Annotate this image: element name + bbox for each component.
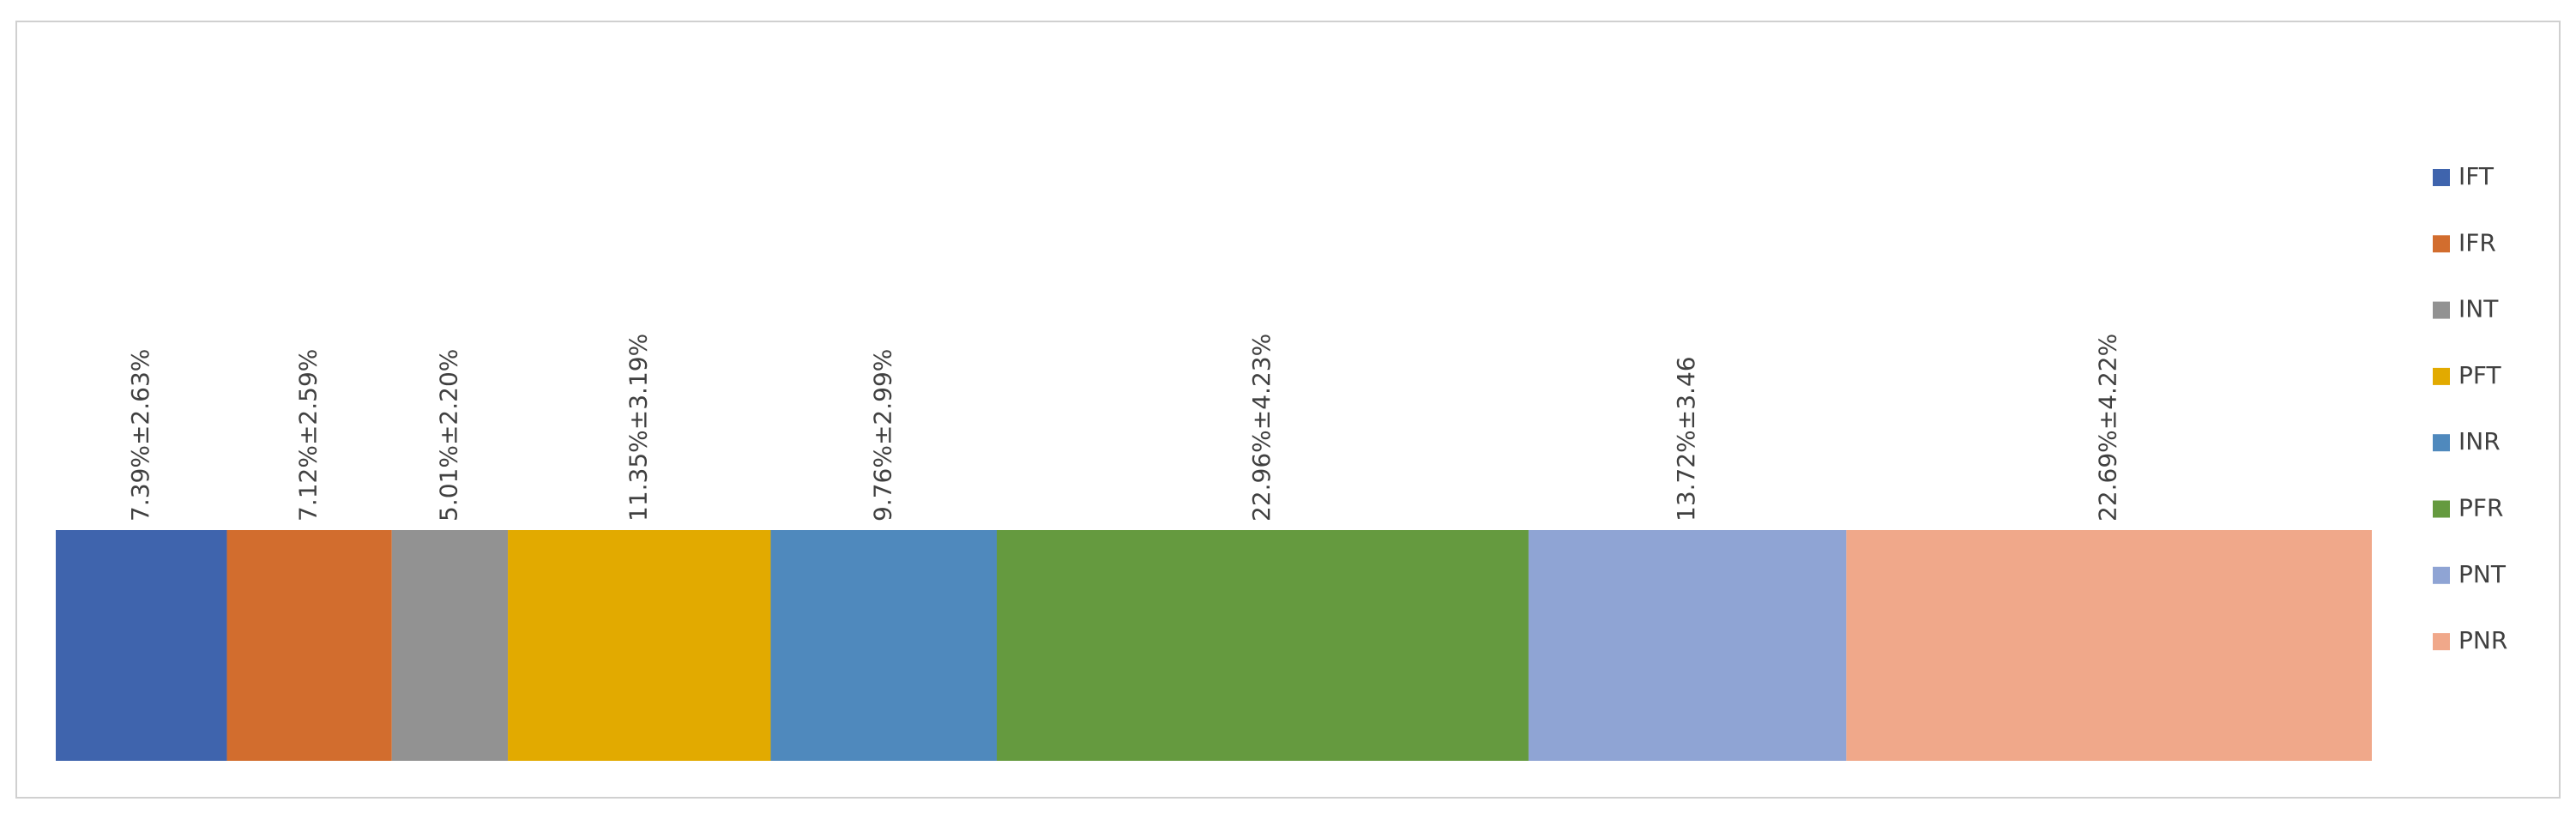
data-label: 9.76%±2.99%: [868, 349, 896, 522]
legend-swatch: [2433, 169, 2450, 186]
data-label: 22.69%±4.22%: [2094, 334, 2122, 522]
legend-text: INT: [2458, 295, 2499, 323]
legend-text: IFT: [2458, 162, 2495, 190]
legend-swatch: [2433, 633, 2450, 651]
bar-segment: [1846, 530, 2372, 761]
legend-text: IFR: [2458, 228, 2496, 256]
bar-segment: [391, 530, 509, 761]
legend-swatch: [2433, 367, 2450, 385]
data-label: 11.35%±3.19%: [624, 334, 652, 522]
data-label: 13.72%±3.46: [1672, 356, 1700, 522]
legend-swatch: [2433, 301, 2450, 319]
legend-text: INR: [2458, 427, 2501, 455]
data-label: 22.96%±4.23%: [1247, 334, 1276, 522]
bar-segment: [508, 530, 771, 761]
legend-text: PNT: [2458, 560, 2507, 588]
legend-text: PFT: [2458, 361, 2501, 389]
bar-segment: [997, 530, 1529, 761]
bar-segment: [770, 530, 998, 761]
legend-swatch: [2433, 434, 2450, 452]
legend-text: PFR: [2458, 494, 2503, 522]
data-label: 7.39%±2.63%: [126, 349, 154, 522]
legend-text: PNR: [2458, 626, 2507, 654]
legend-swatch: [2433, 566, 2450, 584]
bar-segment: [226, 530, 392, 761]
bar-segment: [56, 530, 227, 761]
legend-swatch: [2433, 500, 2450, 518]
legend-swatch: [2433, 235, 2450, 253]
data-label: 7.12%±2.59%: [294, 349, 323, 522]
data-label: 5.01%±2.20%: [434, 349, 462, 522]
bar-segment: [1528, 530, 1847, 761]
